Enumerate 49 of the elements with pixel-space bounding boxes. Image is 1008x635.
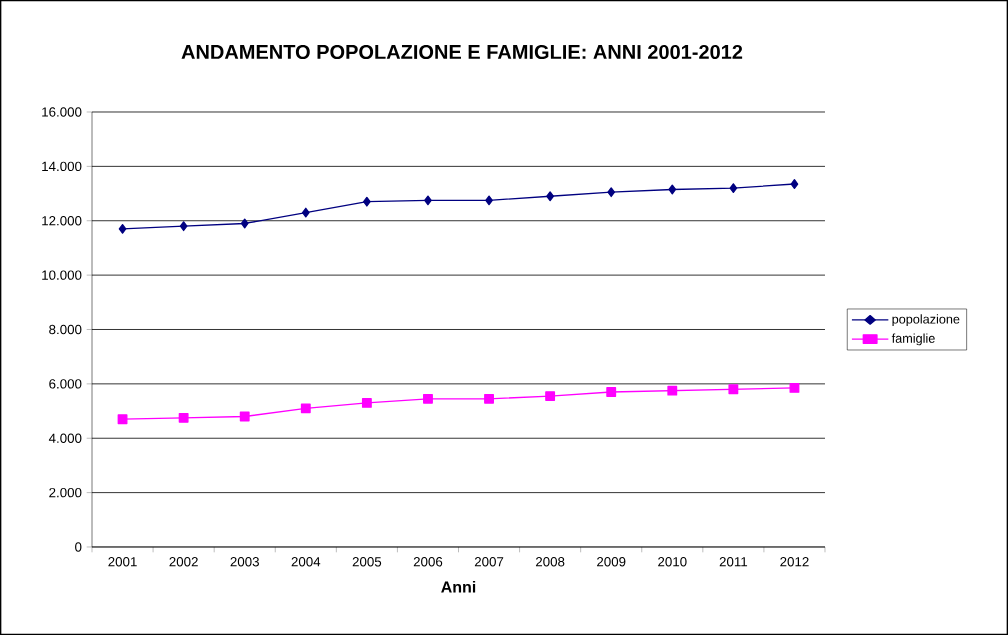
point — [546, 191, 554, 202]
point — [729, 183, 738, 194]
point — [118, 223, 127, 234]
point — [606, 387, 617, 397]
point — [361, 397, 372, 408]
point — [424, 195, 432, 206]
x-tick-label: 2003 — [230, 557, 259, 567]
point — [301, 207, 310, 218]
x-axis-title: Anni — [441, 580, 476, 593]
x-tick-label: 2007 — [474, 557, 504, 567]
point — [667, 385, 678, 396]
y-tick-label: 8.000 — [49, 324, 82, 335]
y-tick-label: 14.000 — [42, 161, 82, 172]
point — [485, 195, 493, 206]
y-tick-label: 10.000 — [42, 270, 82, 280]
x-tick-label: 2006 — [413, 557, 443, 567]
x-tick-label: 2009 — [597, 557, 626, 567]
x-tick-label: 2001 — [108, 557, 137, 567]
x-tick-label: 2011 — [719, 557, 748, 567]
point — [300, 403, 311, 414]
x-tick-label: 2002 — [169, 557, 198, 567]
chart-title: ANDAMENTO POPOLAZIONE E FAMIGLIE: ANNI 2001-2012 — [181, 44, 743, 60]
x-tick-label: 2010 — [658, 557, 687, 567]
y-tick-label: 6.000 — [49, 379, 82, 389]
point — [423, 393, 433, 404]
point — [545, 391, 556, 402]
point — [728, 384, 739, 395]
x-tick-label: 2005 — [352, 557, 382, 567]
point — [179, 221, 188, 232]
x-tick-label: 2012 — [780, 557, 809, 567]
x-tick-label: 2004 — [291, 557, 321, 567]
point — [484, 393, 494, 404]
legend-label: famiglie — [891, 333, 935, 346]
point — [668, 184, 677, 195]
y-tick-label: 0 — [75, 542, 82, 552]
point — [607, 187, 616, 198]
point — [239, 411, 250, 422]
y-tick-label: 12.000 — [42, 216, 82, 226]
x-tick-label: 2008 — [535, 557, 565, 567]
point — [117, 414, 128, 425]
y-tick-label: 16.000 — [42, 107, 82, 117]
legend-label: popolazione — [892, 314, 960, 327]
point — [790, 179, 799, 189]
point — [363, 196, 371, 207]
point — [789, 383, 800, 393]
point — [240, 218, 249, 229]
y-tick-label: 4.000 — [48, 433, 82, 443]
y-tick-label: 2.000 — [49, 487, 82, 498]
point — [178, 412, 189, 423]
